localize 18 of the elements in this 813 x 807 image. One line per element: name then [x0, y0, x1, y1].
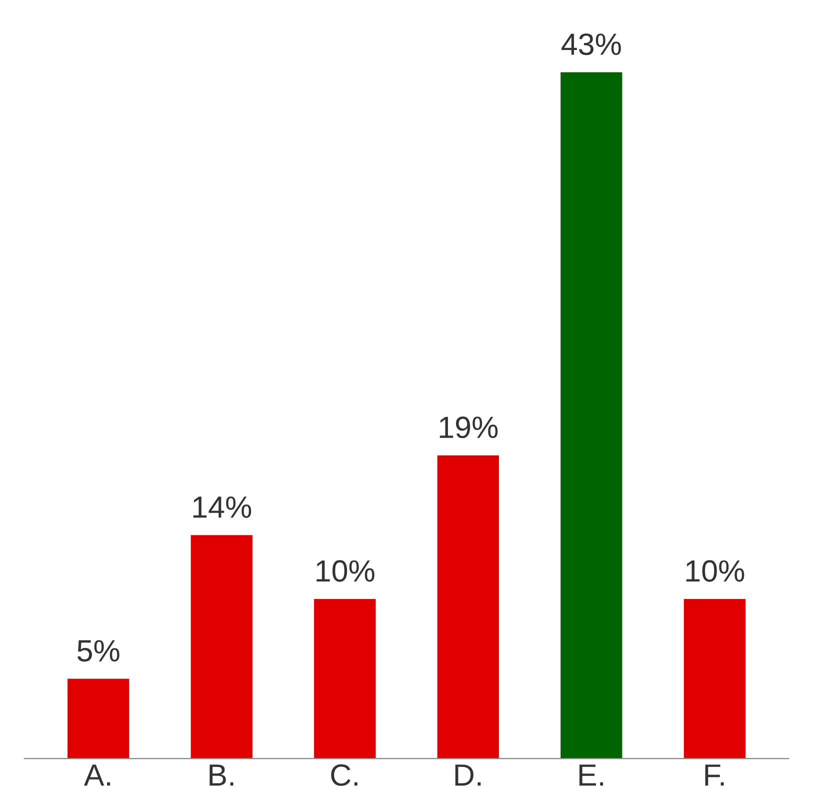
data-label: 10% [316, 560, 374, 582]
bar [437, 455, 499, 759]
bar [560, 72, 622, 759]
x-tick-label: C. [331, 764, 358, 786]
data-label: 5% [77, 640, 120, 662]
data-label: 19% [440, 416, 498, 438]
x-tick-label: E. [579, 764, 604, 786]
bar [68, 678, 130, 759]
bar [190, 535, 252, 759]
x-tick-label: F. [705, 764, 724, 786]
x-tick-label: B. [210, 764, 234, 786]
data-label: 43% [562, 33, 621, 56]
x-tick-label: A. [84, 764, 110, 786]
x-tick-label: D. [455, 764, 481, 786]
bar [684, 598, 746, 759]
data-label: 14% [193, 496, 252, 518]
bar [314, 598, 376, 759]
data-label: 10% [686, 560, 744, 582]
